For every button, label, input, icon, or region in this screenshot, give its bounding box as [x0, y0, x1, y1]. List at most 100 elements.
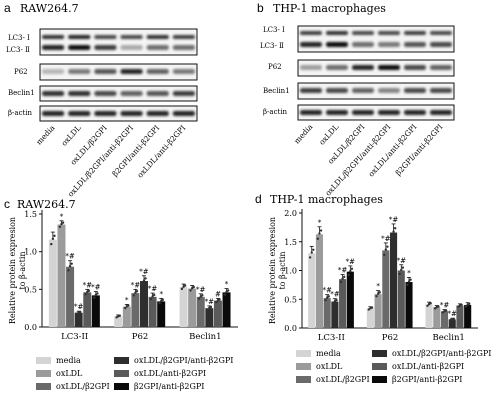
- blot-b-lc3ii-band: [352, 42, 374, 47]
- legend-label: oxLDL: [56, 369, 83, 378]
- panel-b-title: THP-1 macrophages: [273, 2, 386, 15]
- legend-swatch: [36, 383, 51, 390]
- blot-a-beclin1-bands: [42, 91, 195, 96]
- y-tick-label: 0.0: [24, 323, 37, 332]
- data-point: [325, 296, 329, 299]
- significance-mark: *: [318, 219, 322, 227]
- blot-b-lc3ii-band: [404, 42, 426, 47]
- data-point: [347, 273, 350, 277]
- data-point: [429, 302, 432, 305]
- y-tick-label: 1.5: [24, 210, 37, 219]
- blot-a-actin-bands: [42, 111, 195, 116]
- data-point: [341, 277, 344, 280]
- y-tick-label: 2.0: [284, 209, 297, 218]
- blot-b-beclin1-frame: [297, 82, 455, 100]
- blot-b-lc3i-band: [352, 31, 374, 35]
- blot-a-actin-band: [94, 111, 117, 116]
- bar-lc3-ii-0: [308, 253, 316, 328]
- data-point: [398, 272, 401, 276]
- blot-b-actin-band: [326, 110, 348, 115]
- data-point: [390, 236, 394, 239]
- legend-swatch: [296, 350, 311, 357]
- data-point: [218, 298, 221, 301]
- x-tick-label: LC3-II: [61, 332, 88, 342]
- data-point: [339, 280, 343, 284]
- legend-label: oxLDL/anti-β2GPI: [392, 362, 464, 371]
- blot-a-lane-label: β2GPI/anti-β2GPI: [110, 123, 161, 178]
- data-point: [316, 237, 320, 240]
- data-point: [87, 289, 91, 293]
- blot-a-actin-band: [146, 111, 169, 116]
- data-point: [226, 289, 230, 292]
- data-point: [93, 296, 96, 299]
- bar-lc3-ii-1: [315, 234, 324, 328]
- blot-b-label-lc3ii: LC3- Ⅱ: [260, 42, 284, 50]
- bar-beclin1-1: [188, 288, 197, 327]
- data-point: [50, 242, 53, 246]
- data-point: [209, 305, 213, 309]
- blot-a-lc3i-band: [120, 35, 143, 39]
- blot-b-actin-frame: [297, 104, 455, 121]
- blot-a-p62-frame: [39, 63, 198, 81]
- bar-p62-3: [140, 281, 148, 327]
- legend-swatch: [372, 376, 387, 383]
- x-tick-label: Beclin1: [189, 332, 221, 342]
- panel-a: a RAW264.7 LC3- Ⅰ LC3- Ⅱ P62 Beclin1 β-a…: [4, 1, 198, 199]
- bar-p62-1: [122, 306, 131, 327]
- bar-lc3-ii-2: [66, 266, 75, 327]
- data-point: [444, 309, 448, 312]
- legend-label: media: [316, 349, 341, 358]
- data-point: [332, 302, 335, 305]
- blot-b-lane-label: oxLDL: [317, 122, 340, 146]
- significance-mark: *#: [65, 253, 75, 261]
- data-point: [142, 279, 146, 282]
- data-point: [384, 248, 388, 251]
- significance-mark: *#: [389, 216, 399, 224]
- blot-a-actin-band: [172, 111, 195, 116]
- blot-a-beclin1-frame: [39, 85, 198, 102]
- bar-lc3-ii-0: [48, 239, 57, 327]
- bar-beclin1-4: [213, 300, 222, 327]
- y-tick-label: 0.5: [24, 285, 37, 294]
- blot-a-actin-band: [42, 111, 65, 116]
- blot-a-beclin1-band: [42, 91, 65, 96]
- significance-mark: *#: [205, 298, 215, 306]
- bar-lc3-ii-2: [323, 298, 331, 328]
- blot-b-actin-band: [430, 110, 452, 115]
- data-point: [468, 302, 471, 306]
- bar-beclin1-5: [464, 305, 472, 328]
- blot-b-label-beclin1: Beclin1: [263, 87, 290, 95]
- data-point: [393, 227, 397, 230]
- significance-mark: *#: [322, 287, 332, 295]
- data-point: [84, 292, 87, 296]
- data-point: [61, 221, 65, 224]
- blot-b-lc3i-band: [430, 31, 452, 35]
- chart-c: 0.0 0.5 1.0 1.5 Relative protein expresion to…: [8, 210, 238, 342]
- data-point: [318, 232, 321, 235]
- blot-a-lane-label: oxLDL: [59, 123, 82, 147]
- bar-beclin1-5: [222, 292, 231, 327]
- blot-a-lc3ii-band: [68, 45, 91, 50]
- bar-p62-5: [405, 282, 413, 328]
- legend-d: media oxLDL oxLDL/β2GPI oxLDL/β2GPI/anti-β2…: [296, 349, 491, 384]
- data-point: [135, 290, 139, 293]
- significance-mark: *#: [148, 285, 158, 293]
- blot-b-lc3ii-band: [300, 42, 322, 47]
- blot-a-label-p62: P62: [14, 68, 28, 76]
- panel-b: b THP-1 macrophages LC3- Ⅰ LC3- Ⅱ P62 Be…: [257, 1, 455, 198]
- y-tick-label: 1.0: [24, 248, 37, 257]
- blot-b-p62-band: [326, 65, 348, 70]
- blot-b-lane-label: oxLDL/anti-β2GPI: [367, 122, 419, 178]
- data-point: [401, 266, 405, 269]
- data-point: [215, 300, 218, 304]
- significance-mark: *#: [74, 303, 84, 311]
- blot-b-beclin1-band: [378, 88, 400, 93]
- bar-p62-2: [382, 250, 390, 328]
- panel-d-letter: d: [255, 192, 262, 206]
- data-point: [152, 293, 156, 297]
- data-point: [437, 305, 440, 308]
- significance-mark: *#: [91, 284, 101, 292]
- blot-a-beclin1-band: [172, 91, 195, 96]
- blot-a-lc3i-band: [68, 35, 91, 39]
- significance-mark: *#: [196, 286, 206, 294]
